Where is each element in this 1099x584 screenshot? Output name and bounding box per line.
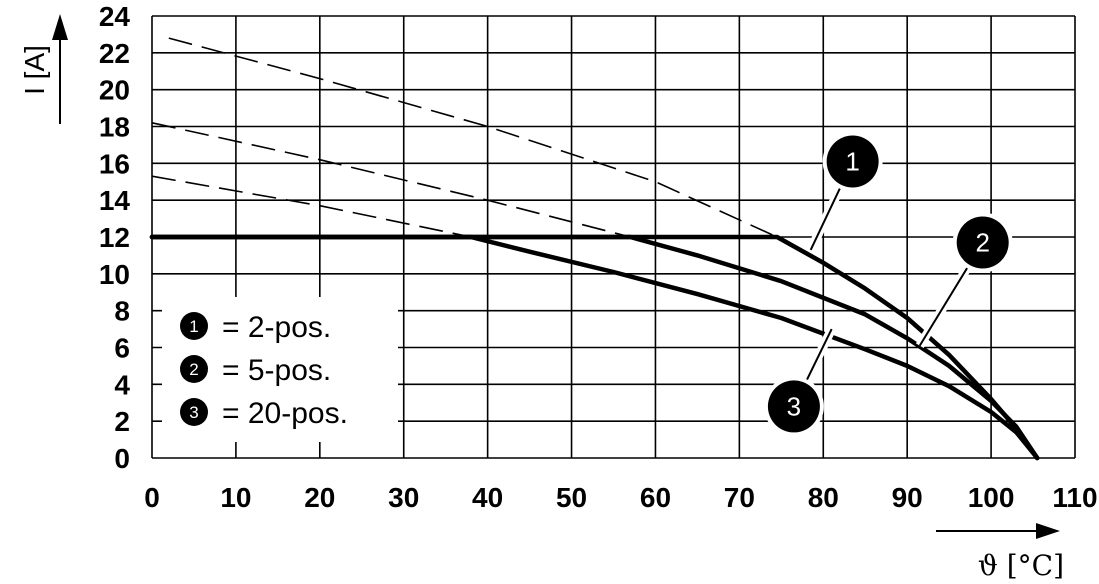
callout-2: 2 xyxy=(920,213,1013,346)
legend-badge-label: 3 xyxy=(189,403,198,422)
callout-badge-label: 2 xyxy=(975,228,989,258)
x-tick-label: 60 xyxy=(640,482,671,513)
x-axis-ticks: 0 10 20 30 40 50 60 70 80 90 100 110 xyxy=(144,482,1097,513)
x-tick-label: 80 xyxy=(808,482,839,513)
y-tick-label: 22 xyxy=(99,38,130,69)
y-tick-label: 12 xyxy=(99,222,130,253)
legend-badge-label: 2 xyxy=(189,360,198,379)
y-axis-arrowhead xyxy=(52,14,68,40)
callout-1: 1 xyxy=(811,131,883,249)
x-tick-label: 100 xyxy=(968,482,1015,513)
extrapolation-lines xyxy=(152,38,777,237)
y-tick-label: 4 xyxy=(114,369,130,400)
y-tick-label: 6 xyxy=(114,333,130,364)
legend-badge-label: 1 xyxy=(189,317,198,336)
x-tick-label: 10 xyxy=(220,482,251,513)
legend-label: = 2-pos. xyxy=(222,311,331,344)
x-tick-label: 70 xyxy=(724,482,755,513)
callout-badge-label: 1 xyxy=(845,146,859,176)
x-tick-label: 30 xyxy=(388,482,419,513)
callout-badge-label: 3 xyxy=(787,391,801,421)
y-axis-label: I [A] xyxy=(19,45,50,95)
y-tick-label: 10 xyxy=(99,259,130,290)
y-tick-label: 0 xyxy=(114,443,130,474)
x-tick-label: 0 xyxy=(144,482,160,513)
legend-label: = 20-pos. xyxy=(222,397,348,430)
legend: 1 = 2-pos. 2 = 5-pos. 3 = 20-pos. xyxy=(162,297,398,442)
callout-3: 3 xyxy=(764,329,832,436)
y-tick-label: 16 xyxy=(99,148,130,179)
x-tick-label: 110 xyxy=(1052,482,1097,513)
x-axis-arrowhead xyxy=(1036,523,1060,539)
x-tick-label: 50 xyxy=(556,482,587,513)
legend-label: = 5-pos. xyxy=(222,354,331,387)
y-tick-label: 2 xyxy=(114,406,130,437)
x-axis-label: ϑ [°C] xyxy=(978,549,1064,582)
y-tick-label: 18 xyxy=(99,112,130,143)
extrapolation-line-1 xyxy=(169,38,777,237)
y-tick-label: 8 xyxy=(114,296,130,327)
y-tick-label: 24 xyxy=(99,1,131,32)
y-tick-label: 14 xyxy=(99,185,131,216)
x-tick-label: 20 xyxy=(304,482,335,513)
x-tick-label: 40 xyxy=(472,482,503,513)
y-tick-label: 20 xyxy=(99,75,130,106)
x-tick-label: 90 xyxy=(892,482,923,513)
